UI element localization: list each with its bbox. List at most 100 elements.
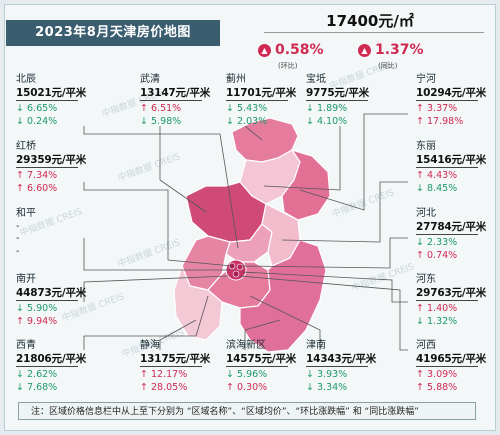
divider (416, 167, 478, 168)
district-mom: ↑ 7.34% (16, 170, 58, 181)
district-price: - (16, 220, 20, 232)
district-card: 武清 13147元/平米 ↑ 6.51% ↓ 5.98% (140, 74, 210, 128)
footnote: 注：区域价格信息栏中从上至下分别为 “区域名称”、“区域均价”、“环比涨跌幅” … (18, 402, 476, 420)
district-price: 13147元/平米 (140, 86, 211, 99)
city-mom-change: ▲ 0.58% (258, 42, 324, 58)
city-yoy-change: ▲ 1.37% (358, 42, 424, 58)
district-name: 河西 (416, 340, 436, 351)
district-card: 河北 27784元/平米 ↓ 2.33% ↑ 0.74% (416, 208, 486, 262)
triangle-up-icon: ▲ (358, 43, 371, 57)
triangle-up-icon: ▲ (258, 43, 271, 57)
district-price: 15416元/平米 (416, 153, 487, 166)
district-card: 津南 14343元/平米 ↓ 3.93% ↓ 3.34% (306, 340, 376, 394)
district-name: 西青 (16, 340, 36, 351)
city-yoy-caption: (同比) (378, 62, 398, 70)
district-mom: ↓ 5.43% (226, 103, 268, 114)
divider (306, 100, 368, 101)
district-yoy: ↑ 28.05% (140, 381, 188, 393)
district-price: 44873元/平米 (16, 286, 87, 299)
divider (16, 100, 78, 101)
divider (264, 32, 484, 33)
divider (226, 100, 288, 101)
district-mom: ↑ 12.17% (140, 369, 188, 380)
district-name: 东丽 (416, 141, 436, 152)
divider (416, 234, 478, 235)
district-mom: ↑ 6.51% (140, 103, 182, 114)
district-mom: ↓ 5.90% (16, 303, 58, 314)
district-mom: ↓ 2.62% (16, 369, 58, 380)
district-price: 29359元/平米 (16, 153, 87, 166)
district-card: 宝坻 9775元/平米 ↓ 1.89% ↓ 4.10% (306, 74, 369, 128)
district-name: 武清 (140, 74, 160, 85)
district-yoy: ↓ 4.10% (306, 115, 348, 127)
divider (416, 366, 478, 367)
district-yoy: ↑ 17.98% (416, 115, 464, 127)
divider (416, 100, 478, 101)
district-name: 南开 (16, 274, 36, 285)
district-mom: ↑ 3.09% (416, 369, 458, 380)
district-mom: ↓ 2.33% (416, 237, 458, 248)
district-mom: ↓ 3.93% (306, 369, 348, 380)
district-name: 北辰 (16, 74, 36, 85)
district-card: 东丽 15416元/平米 ↑ 4.43% ↓ 8.45% (416, 141, 486, 195)
district-name: 宁河 (416, 74, 436, 85)
district-card: 河西 41965元/平米 ↑ 3.09% ↑ 5.88% (416, 340, 486, 394)
district-mom: ↑ 3.37% (416, 103, 458, 114)
district-mom: ↑ 4.43% (416, 170, 458, 181)
district-price: 41965元/平米 (416, 352, 487, 365)
district-mom: ↑ 1.40% (416, 303, 458, 314)
district-name: 红桥 (16, 141, 36, 152)
district-yoy: - (16, 245, 20, 257)
district-yoy: ↓ 7.68% (16, 381, 58, 393)
district-price: 15021元/平米 (16, 86, 87, 99)
district-yoy: ↓ 1.32% (416, 315, 458, 327)
map-region-jinghai (173, 264, 223, 341)
page-title: 2023年8月天津房价地图 (6, 20, 220, 46)
city-average-price: 17400元/㎡ (326, 12, 414, 30)
divider (16, 366, 78, 367)
leader-lines (83, 113, 408, 351)
district-price: 27784元/平米 (416, 220, 487, 233)
district-name: 津南 (306, 340, 326, 351)
district-card: 和平 - - - (16, 208, 36, 258)
district-card: 滨海新区 14575元/平米 ↓ 5.96% ↑ 0.30% (226, 340, 296, 394)
district-name: 河东 (416, 274, 436, 285)
district-yoy: ↑ 6.60% (16, 182, 58, 194)
district-price: 29763元/平米 (416, 286, 487, 299)
district-name: 宝坻 (306, 74, 326, 85)
district-name: 蓟州 (226, 74, 246, 85)
district-price: 11701元/平米 (226, 86, 297, 99)
divider (140, 100, 202, 101)
district-price: 9775元/平米 (306, 86, 369, 99)
district-card: 蓟州 11701元/平米 ↓ 5.43% ↓ 2.03% (226, 74, 296, 128)
district-card: 静海 13175元/平米 ↑ 12.17% ↑ 28.05% (140, 340, 210, 394)
district-price: 21806元/平米 (16, 352, 87, 365)
district-yoy: ↑ 0.30% (226, 381, 268, 393)
district-mom: ↓ 6.65% (16, 103, 58, 114)
district-price: 14343元/平米 (306, 352, 377, 365)
district-card: 南开 44873元/平米 ↓ 5.90% ↑ 9.94% (16, 274, 86, 328)
district-yoy: ↓ 8.45% (416, 182, 458, 194)
district-price: 13175元/平米 (140, 352, 211, 365)
district-name: 静海 (140, 340, 160, 351)
district-name: 滨海新区 (226, 340, 266, 351)
district-name: 和平 (16, 208, 36, 219)
district-yoy: ↑ 5.88% (416, 381, 458, 393)
district-card: 北辰 15021元/平米 ↓ 6.65% ↓ 0.24% (16, 74, 86, 128)
city-mom-caption: (环比) (278, 62, 298, 70)
divider (16, 300, 78, 301)
district-yoy: ↑ 0.74% (416, 249, 458, 261)
district-card: 红桥 29359元/平米 ↑ 7.34% ↑ 6.60% (16, 141, 86, 195)
district-yoy: ↓ 5.98% (140, 115, 182, 127)
district-mom: ↓ 1.89% (306, 103, 348, 114)
district-mom: ↓ 5.96% (226, 369, 268, 380)
divider (16, 167, 78, 168)
divider (226, 366, 288, 367)
district-yoy: ↓ 3.34% (306, 381, 348, 393)
divider (416, 300, 478, 301)
district-name: 河北 (416, 208, 436, 219)
map-region-binhai (239, 239, 327, 353)
district-mom: - (16, 233, 20, 244)
district-price: 14575元/平米 (226, 352, 297, 365)
